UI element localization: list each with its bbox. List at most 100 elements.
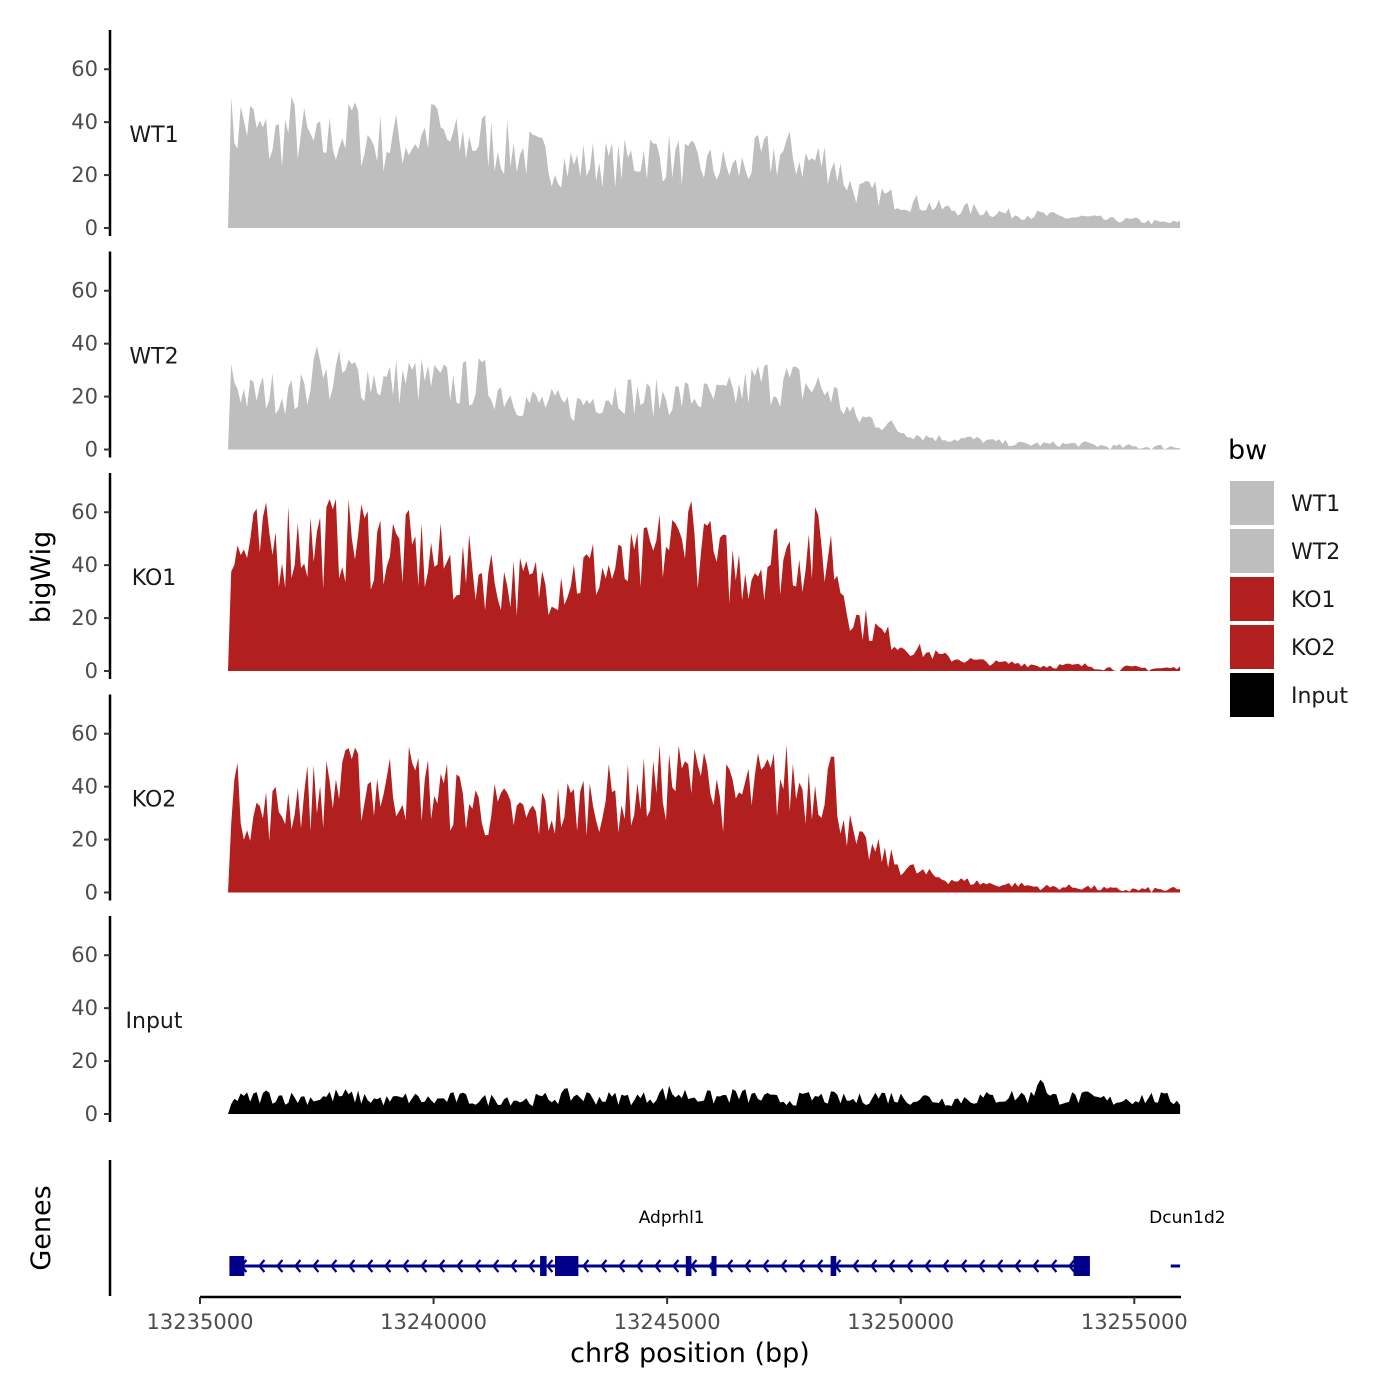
track-wt2: 0 20 40 60 WT2: [71, 251, 1181, 462]
track-input: 0 20 40 60 Input: [71, 916, 1181, 1126]
y-tick-label: 0: [85, 438, 98, 462]
strand-arrow: [743, 1259, 752, 1273]
y-tick-label: 0: [85, 216, 98, 240]
strand-arrow: [527, 1259, 536, 1273]
strand-arrow: [653, 1259, 662, 1273]
strand-arrow: [491, 1259, 500, 1273]
strand-arrow: [365, 1259, 374, 1273]
strand-arrow: [293, 1259, 302, 1273]
x-axis: 13235000 13240000 13245000 13250000 13255000: [147, 1295, 1188, 1334]
genes-axis-title: Genes: [26, 1185, 57, 1270]
strand-arrow: [275, 1259, 284, 1273]
gene-dcun1d2: Dcun1d2: [1149, 1208, 1226, 1268]
legend-swatch-ko1: [1228, 575, 1276, 623]
coverage-area-ko1: [228, 499, 1181, 671]
exon: [711, 1256, 717, 1276]
strand-arrow: [599, 1259, 608, 1273]
track-label: KO2: [132, 788, 177, 813]
y-tick-label: 60: [71, 943, 98, 967]
strand-arrow: [995, 1259, 1004, 1273]
strand-arrow: [905, 1259, 914, 1273]
strand-arrow: [1067, 1259, 1076, 1273]
strand-arrow: [329, 1259, 338, 1273]
y-tick-label: 40: [71, 332, 98, 356]
y-tick-label: 60: [71, 500, 98, 524]
legend-label-wt1: WT1: [1291, 492, 1340, 517]
strand-arrow: [509, 1259, 518, 1273]
track-ko2: 0 20 40 60 KO2: [71, 694, 1181, 905]
legend-swatch-ko2: [1228, 623, 1276, 671]
strand-arrow: [257, 1259, 266, 1273]
y-tick-label: 40: [71, 775, 98, 799]
bigwig-tracks: 0 20 40 60 WT1 0 20 40 60 WT2 0 20 40 60 KO1 0 20 40 60 KO2…: [71, 30, 1181, 1126]
strand-arrow: [347, 1259, 356, 1273]
x-tick-label: 13255000: [1081, 1310, 1188, 1334]
strand-arrow: [419, 1259, 428, 1273]
track-label: WT1: [129, 123, 178, 148]
strand-arrow: [869, 1259, 878, 1273]
x-tick-label: 13240000: [380, 1310, 487, 1334]
track-label: KO1: [132, 566, 177, 591]
legend: bw WT1 WT2 KO1 KO2 Input: [1228, 435, 1348, 719]
y-tick-label: 20: [71, 606, 98, 630]
strand-arrow: [923, 1259, 932, 1273]
track-label: Input: [126, 1009, 183, 1034]
x-axis-title: chr8 position (bp): [570, 1338, 810, 1369]
strand-arrow: [311, 1259, 320, 1273]
y-tick-label: 0: [85, 659, 98, 683]
strand-arrow: [383, 1259, 392, 1273]
strand-arrow: [455, 1259, 464, 1273]
genes-track: Adprhl1 Dcun1d2: [108, 1160, 1226, 1296]
y-tick-label: 40: [71, 996, 98, 1020]
coverage-area-input: [228, 1079, 1181, 1114]
y-tick-label: 20: [71, 163, 98, 187]
strand-arrow: [1013, 1259, 1022, 1273]
gene-adprhl1: Adprhl1: [229, 1208, 1090, 1276]
gene-label: Dcun1d2: [1149, 1208, 1225, 1228]
legend-label-ko2: KO2: [1291, 636, 1336, 661]
track-ko1: 0 20 40 60 KO1: [71, 473, 1181, 683]
x-tick-label: 13245000: [614, 1310, 721, 1334]
y-tick-label: 60: [71, 722, 98, 746]
strand-arrow: [761, 1259, 770, 1273]
exon: [229, 1256, 245, 1276]
track-wt1: 0 20 40 60 WT1: [71, 30, 1181, 240]
strand-arrow: [815, 1259, 824, 1273]
track-label: WT2: [129, 345, 178, 370]
strand-arrow: [473, 1259, 482, 1273]
strand-arrow: [797, 1259, 806, 1273]
y-tick-label: 60: [71, 279, 98, 303]
y-tick-label: 0: [85, 1102, 98, 1126]
exon: [1073, 1256, 1090, 1276]
y-tick-label: 0: [85, 881, 98, 905]
strand-arrow: [959, 1259, 968, 1273]
legend-swatch-input: [1228, 671, 1276, 719]
x-tick-label: 13250000: [847, 1310, 954, 1334]
strand-arrow: [725, 1259, 734, 1273]
y-tick-label: 20: [71, 385, 98, 409]
x-tick-label: 13235000: [147, 1310, 254, 1334]
legend-title: bw: [1228, 435, 1267, 466]
coverage-area-wt2: [228, 346, 1181, 450]
exon: [555, 1256, 579, 1276]
legend-swatch-wt2: [1228, 527, 1276, 575]
exon: [685, 1256, 692, 1276]
strand-arrow: [617, 1259, 626, 1273]
strand-arrow: [851, 1259, 860, 1273]
y-tick-label: 40: [71, 553, 98, 577]
y-axis-title: bigWig: [26, 531, 57, 624]
strand-arrow: [977, 1259, 986, 1273]
legend-label-input: Input: [1291, 684, 1348, 709]
y-tick-label: 20: [71, 828, 98, 852]
exon: [540, 1256, 547, 1276]
gene-label: Adprhl1: [639, 1208, 705, 1228]
strand-arrow: [1031, 1259, 1040, 1273]
strand-arrow: [941, 1259, 950, 1273]
strand-arrow: [779, 1259, 788, 1273]
strand-arrow: [545, 1259, 554, 1273]
strand-arrow: [635, 1259, 644, 1273]
strand-arrow: [671, 1259, 680, 1273]
legend-label-ko1: KO1: [1291, 588, 1336, 613]
